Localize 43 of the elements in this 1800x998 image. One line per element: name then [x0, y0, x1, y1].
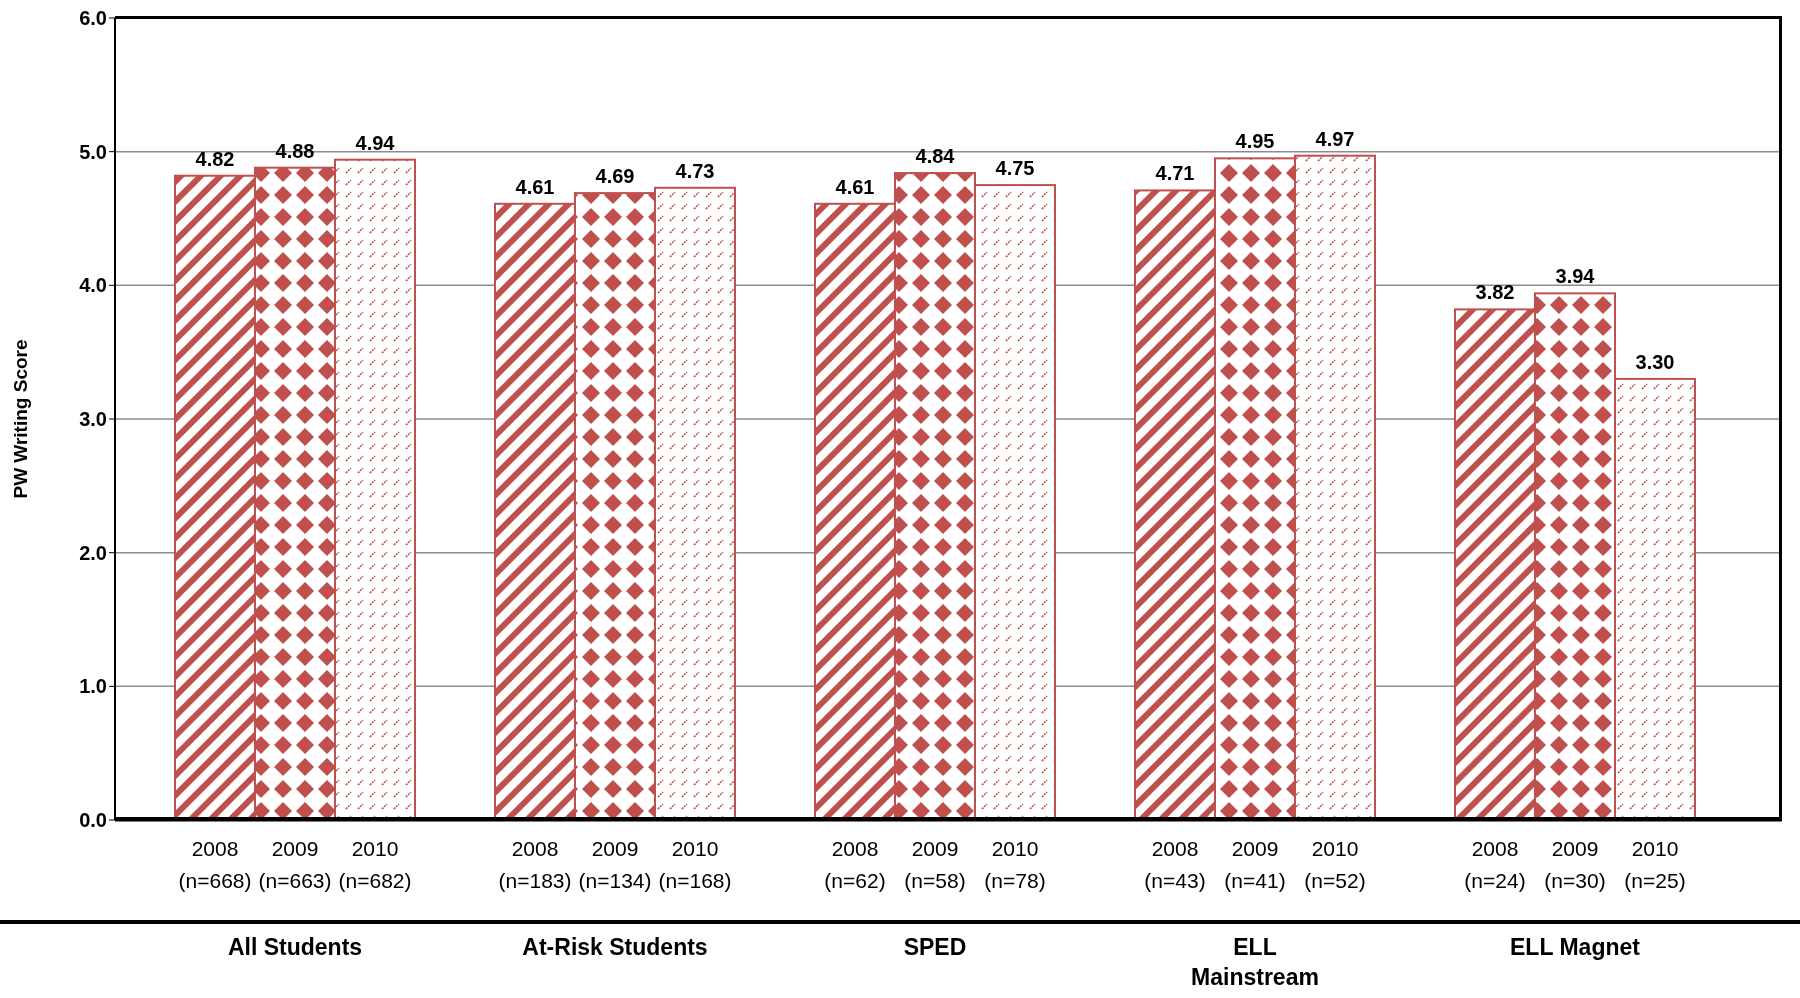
data-label: 3.94: [1555, 265, 1596, 288]
data-label: 4.69: [595, 165, 635, 188]
y-tick-label: 5.0: [79, 140, 107, 163]
y-tick-label: 4.0: [79, 274, 107, 297]
data-label: 4.75: [995, 157, 1035, 180]
data-label: 4.95: [1235, 130, 1275, 153]
data-label: 4.71: [1155, 162, 1195, 185]
data-label: 4.73: [675, 159, 715, 182]
y-tick-label: 3.0: [79, 408, 107, 431]
data-label: 3.82: [1475, 281, 1515, 304]
x-tick-label: 2010 (n=682): [338, 837, 412, 892]
y-tick-label: 1.0: [79, 675, 107, 698]
y-tick-label: 0.0: [79, 809, 107, 832]
x-tick-label: 2008 (n=62): [824, 837, 886, 892]
x-tick-label: 2010 (n=52): [1304, 837, 1366, 892]
x-tick-label: 2008 (n=183): [498, 837, 572, 892]
data-label: 4.84: [915, 145, 956, 168]
x-tick-label: 2009 (n=134): [578, 837, 652, 892]
data-label: 4.61: [515, 175, 555, 198]
x-tick-label: 2008 (n=668): [178, 837, 252, 892]
data-label: 3.30: [1635, 350, 1675, 373]
data-label: 4.88: [275, 139, 315, 162]
data-label: 4.94: [355, 131, 396, 154]
text: ELL Mainstream: [1190, 933, 1320, 992]
data-label: 4.82: [195, 147, 235, 170]
x-tick-label: 2008 (n=43): [1144, 837, 1206, 892]
text: All Students: [226, 933, 364, 962]
text: SPED: [902, 933, 968, 962]
x-tick-label: 2008 (n=24): [1464, 837, 1526, 892]
y-axis-title: PW Writing Score: [9, 339, 31, 499]
x-tick-label: 2010 (n=78): [984, 837, 1046, 892]
x-tick-label: 2009 (n=663): [258, 837, 332, 892]
x-tick-label: 2009 (n=30): [1544, 837, 1606, 892]
x-tick-label: 2009 (n=58): [904, 837, 966, 892]
x-tick-label: 2010 (n=168): [658, 837, 732, 892]
data-label: 4.97: [1315, 127, 1355, 150]
y-tick-label: 2.0: [79, 541, 107, 564]
text: At-Risk Students: [521, 933, 709, 962]
y-tick-label: 6.0: [79, 7, 107, 30]
x-tick-label: 2009 (n=41): [1224, 837, 1286, 892]
data-label: 4.61: [835, 175, 875, 198]
text: ELL Magnet: [1509, 933, 1641, 962]
x-tick-label: 2010 (n=25): [1624, 837, 1686, 892]
